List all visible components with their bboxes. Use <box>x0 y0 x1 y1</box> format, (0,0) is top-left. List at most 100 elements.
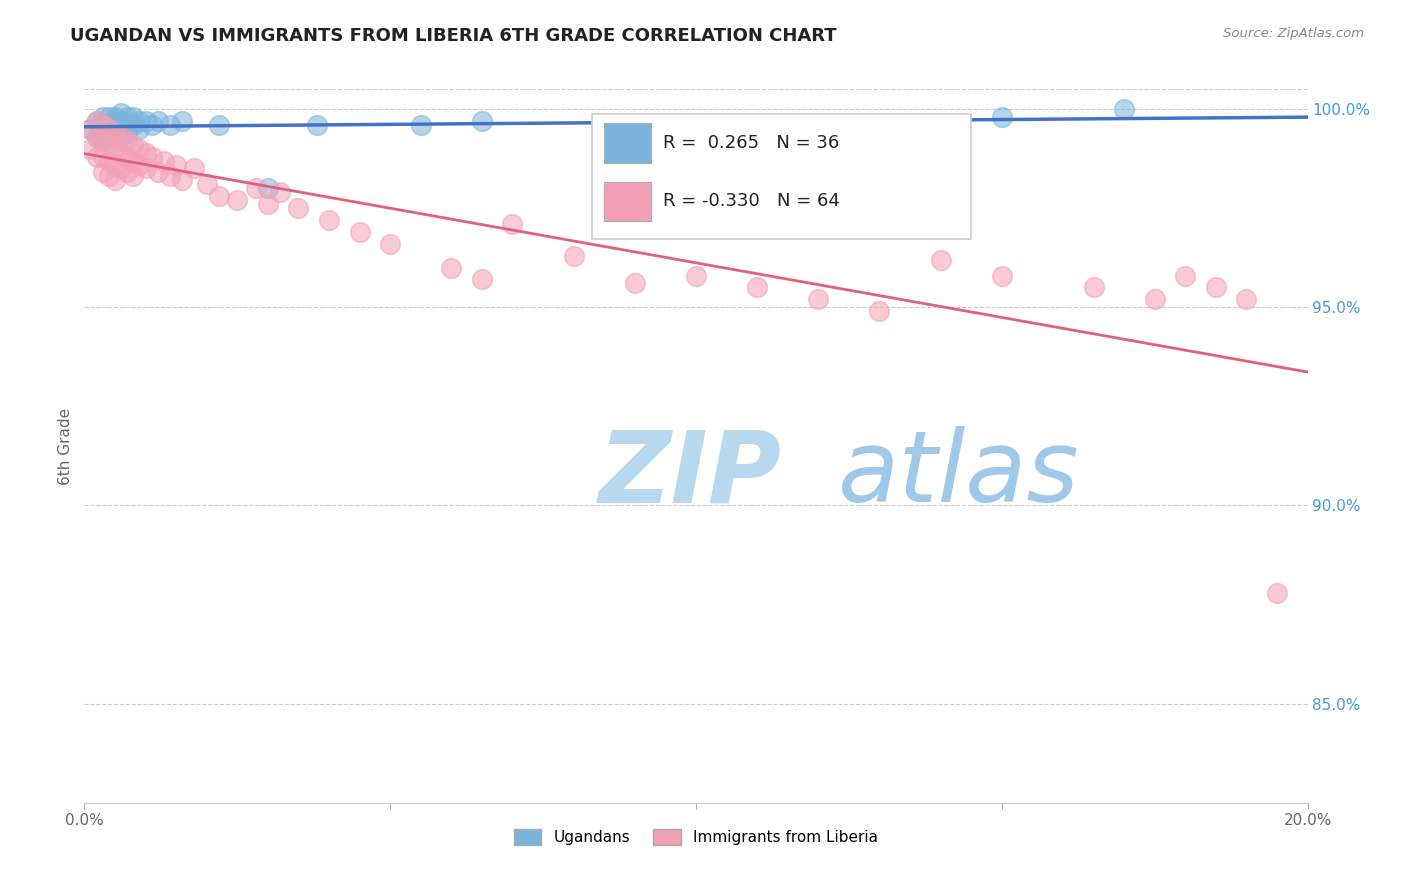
Text: UGANDAN VS IMMIGRANTS FROM LIBERIA 6TH GRADE CORRELATION CHART: UGANDAN VS IMMIGRANTS FROM LIBERIA 6TH G… <box>70 27 837 45</box>
Text: R = -0.330   N = 64: R = -0.330 N = 64 <box>664 193 839 211</box>
Point <box>97 118 120 132</box>
Point <box>991 268 1014 283</box>
Point <box>562 249 585 263</box>
Point <box>257 181 280 195</box>
Point <box>409 118 432 132</box>
Point <box>91 150 114 164</box>
Point <box>110 114 132 128</box>
Point <box>110 129 132 144</box>
Point <box>929 252 952 267</box>
Point <box>318 213 340 227</box>
Point <box>141 118 163 132</box>
Point <box>869 118 891 132</box>
Point <box>1265 585 1288 599</box>
Point <box>97 129 120 144</box>
Point <box>97 169 120 184</box>
Point <box>115 126 138 140</box>
Point <box>349 225 371 239</box>
Point <box>79 142 101 156</box>
Point <box>122 169 145 184</box>
Point <box>122 110 145 124</box>
Point <box>1114 102 1136 116</box>
Point <box>115 165 138 179</box>
Point <box>110 106 132 120</box>
Point <box>440 260 463 275</box>
Point <box>269 186 291 200</box>
Point <box>104 110 127 124</box>
Point <box>502 217 524 231</box>
Point <box>1174 268 1197 283</box>
Point <box>135 114 157 128</box>
Point <box>86 129 108 144</box>
Point <box>128 121 150 136</box>
Point <box>172 173 194 187</box>
Point <box>91 134 114 148</box>
Point <box>685 268 707 283</box>
Point <box>115 118 138 132</box>
Point <box>97 121 120 136</box>
Point <box>104 114 127 128</box>
Point <box>208 189 231 203</box>
Point <box>153 153 176 168</box>
Point <box>91 118 114 132</box>
Point <box>287 201 309 215</box>
Point <box>110 126 132 140</box>
Point <box>172 114 194 128</box>
Point <box>104 157 127 171</box>
Point <box>97 110 120 124</box>
Point <box>91 110 114 124</box>
Point <box>471 272 494 286</box>
FancyBboxPatch shape <box>592 114 972 239</box>
Point <box>122 153 145 168</box>
Point <box>869 304 891 318</box>
Point <box>110 145 132 160</box>
Point <box>807 293 830 307</box>
Point <box>226 193 249 207</box>
Point <box>104 126 127 140</box>
Point <box>135 161 157 176</box>
Point <box>208 118 231 132</box>
Point <box>97 153 120 168</box>
Point <box>86 129 108 144</box>
Text: R =  0.265   N = 36: R = 0.265 N = 36 <box>664 134 839 152</box>
Point <box>110 161 132 176</box>
Point <box>135 145 157 160</box>
Point <box>91 134 114 148</box>
Point <box>104 173 127 187</box>
Point <box>624 277 647 291</box>
Point <box>159 169 181 184</box>
Text: ZIP: ZIP <box>598 426 782 523</box>
Point <box>104 121 127 136</box>
Y-axis label: 6th Grade: 6th Grade <box>58 408 73 484</box>
Point <box>115 134 138 148</box>
Point <box>1236 293 1258 307</box>
Point <box>128 157 150 171</box>
Point <box>159 118 181 132</box>
Point <box>624 118 647 132</box>
Legend: Ugandans, Immigrants from Liberia: Ugandans, Immigrants from Liberia <box>515 830 877 845</box>
Point <box>91 165 114 179</box>
Point <box>747 280 769 294</box>
Point <box>97 137 120 152</box>
Point <box>195 178 218 192</box>
Point <box>115 110 138 124</box>
Point <box>122 137 145 152</box>
Point <box>380 236 402 251</box>
FancyBboxPatch shape <box>605 123 651 162</box>
Point <box>183 161 205 176</box>
Point <box>86 150 108 164</box>
Point <box>104 142 127 156</box>
FancyBboxPatch shape <box>605 182 651 221</box>
Point <box>305 118 328 132</box>
Point <box>122 118 145 132</box>
Point <box>146 114 169 128</box>
Point <box>141 150 163 164</box>
Point <box>471 114 494 128</box>
Point <box>1143 293 1166 307</box>
Point <box>165 157 187 171</box>
Point <box>146 165 169 179</box>
Point <box>991 110 1014 124</box>
Point <box>1205 280 1227 294</box>
Point <box>86 114 108 128</box>
Point <box>257 197 280 211</box>
